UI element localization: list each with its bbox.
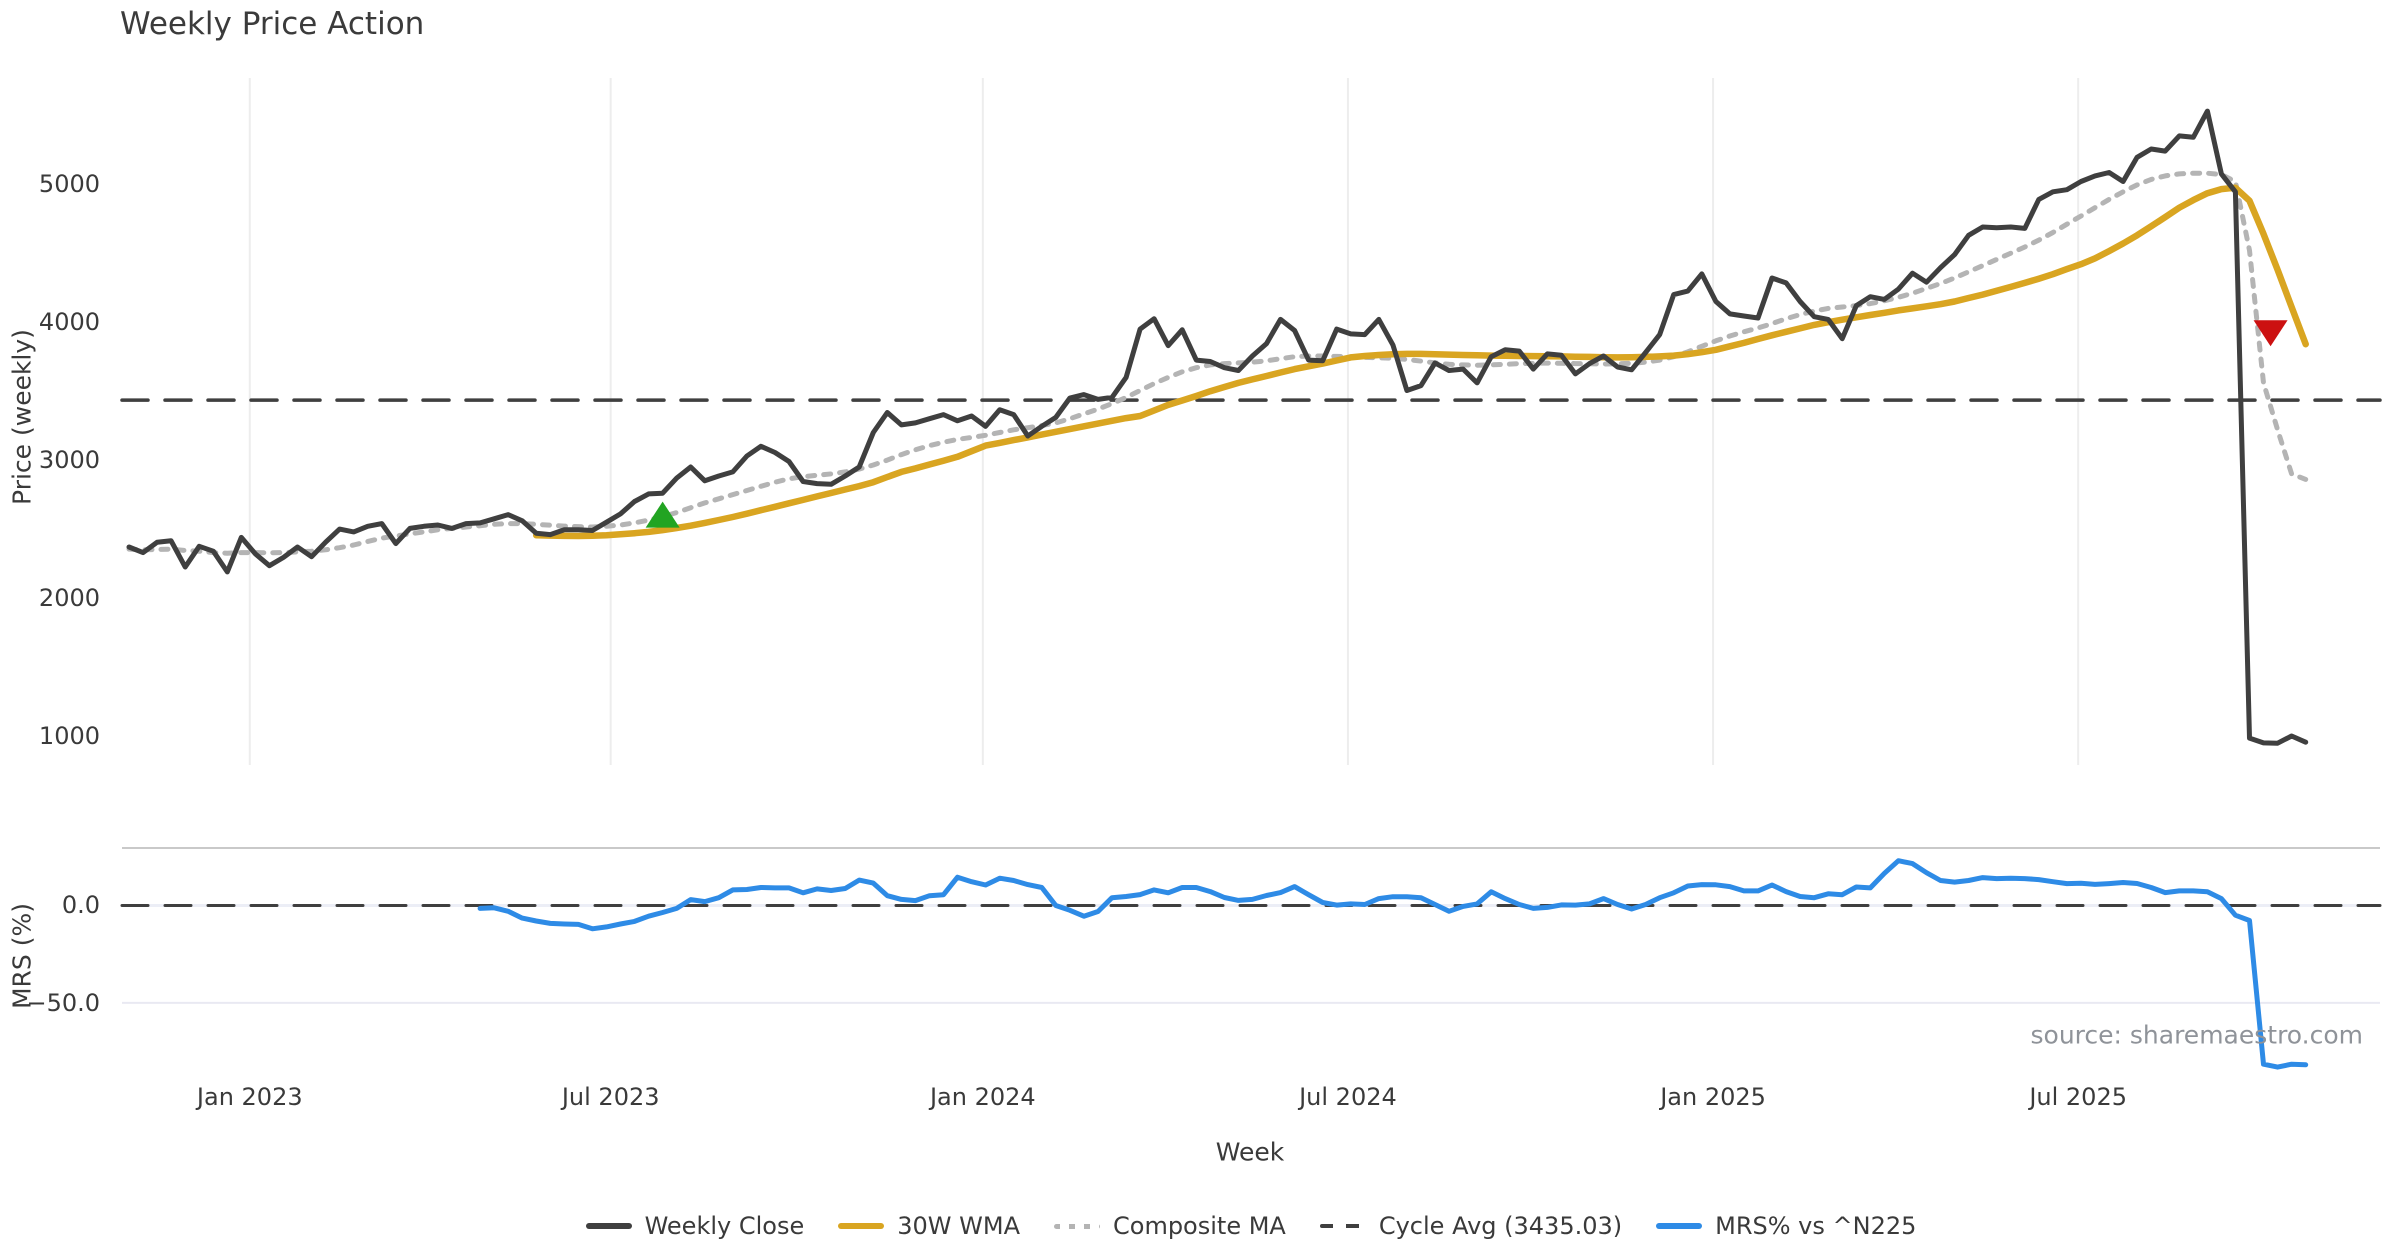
chart-legend: Weekly Close 30W WMA Composite MA Cycle … [122,1212,2380,1240]
grid-layer [122,78,2380,1004]
weekly-close-swatch-icon [585,1223,632,1229]
price-ytick-label: 4000 [38,308,100,337]
wma-30w-line [532,184,2309,540]
composite-ma-swatch-icon [1054,1223,1100,1229]
mrs-ytick-label: 0.0 [61,891,100,920]
source-attribution: source: sharemaestro.com [2030,1020,2364,1050]
mrs-panel [120,858,2382,1070]
x-axis-label: Week [1215,1137,1285,1167]
weekly-close-line [126,108,2309,746]
legend-item-cycle-avg: Cycle Avg (3435.03) [1319,1212,1623,1240]
x-tick-label: Jul 2024 [1299,1083,1397,1111]
x-tick-label: Jan 2023 [196,1083,303,1111]
x-tick-label: Jul 2025 [2029,1083,2127,1111]
legend-label: Cycle Avg (3435.03) [1378,1212,1623,1240]
price-ytick-label: 1000 [38,722,100,751]
cycle-avg-swatch-icon [1319,1224,1366,1228]
price-axis-label: Price (weekly) [7,329,37,505]
legend-item-mrs: MRS% vs ^N225 [1656,1212,1916,1240]
triangle-up-signal-icon [645,501,680,528]
chart-title: Weekly Price Action [120,6,425,42]
triangle-down-signal-icon [2253,320,2288,347]
price-panel [120,108,2382,746]
price-ytick-label: 5000 [38,170,100,199]
wma-swatch-icon [838,1223,885,1229]
x-tick-label: Jul 2023 [561,1083,660,1111]
x-tick-label: Jan 2024 [929,1083,1036,1111]
price-ytick-label: 2000 [38,584,100,613]
mrs-ytick-label: −50.0 [26,988,100,1017]
mrs-line [477,858,2309,1070]
legend-label: 30W WMA [897,1212,1020,1240]
price-ytick-label: 3000 [38,446,100,475]
legend-item-weekly-close: Weekly Close [585,1212,805,1240]
legend-label: MRS% vs ^N225 [1715,1212,1917,1240]
legend-label: Weekly Close [644,1212,805,1240]
legend-item-30w-wma: 30W WMA [838,1212,1020,1240]
legend-item-composite-ma: Composite MA [1054,1212,1286,1240]
mrs-swatch-icon [1656,1223,1703,1229]
legend-label: Composite MA [1113,1212,1286,1240]
signal-marker-layer [645,320,2288,528]
x-tick-label: Jan 2025 [1660,1083,1766,1111]
